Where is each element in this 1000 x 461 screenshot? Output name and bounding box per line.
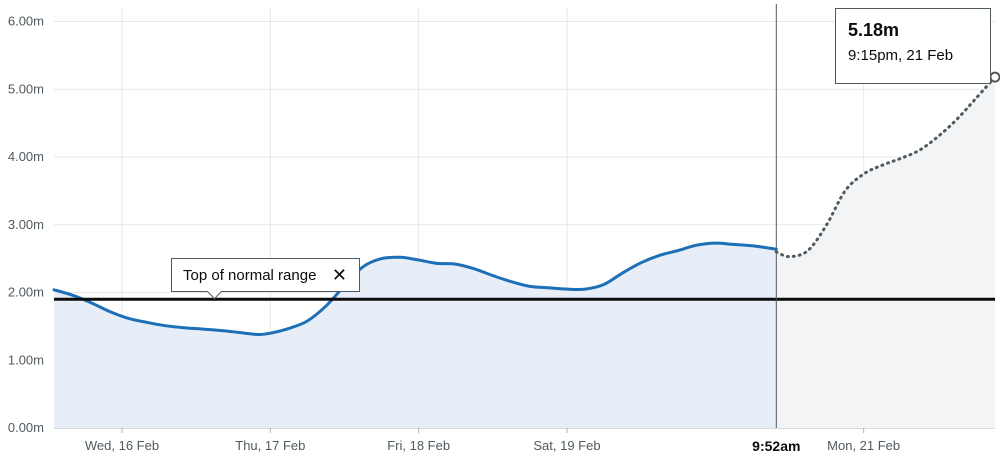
y-tick-label: 5.00m [8, 81, 44, 96]
forecast-level-line [774, 75, 997, 259]
chart-areas [54, 77, 995, 428]
forecast-end-point [989, 71, 1000, 83]
y-tick-label: 0.00m [8, 420, 44, 435]
y-tick-label: 1.00m [8, 352, 44, 367]
x-axis-ticks: Wed, 16 Feb Thu, 17 Feb Fri, 18 Feb Sat, 19… [85, 428, 900, 454]
y-tick-label: 3.00m [8, 217, 44, 232]
close-icon[interactable]: ✕ [331, 265, 347, 285]
x-tick-label: Fri, 18 Feb [387, 438, 450, 453]
y-tick-label: 2.00m [8, 285, 44, 300]
x-tick-label: Wed, 16 Feb [85, 438, 159, 453]
x-tick-label: Thu, 17 Feb [235, 438, 305, 453]
forecast-area [776, 77, 995, 428]
x-tick-label: Sat, 19 Feb [533, 438, 600, 453]
y-tick-label: 4.00m [8, 149, 44, 164]
chart-overlay [54, 4, 995, 428]
normal-range-label: Top of normal range ✕ [171, 258, 360, 292]
value-tooltip: 5.18m 9:15pm, 21 Feb [835, 8, 991, 84]
observed-level-line [52, 241, 778, 337]
normal-range-text: Top of normal range [183, 266, 317, 284]
y-tick-label: 6.00m [8, 14, 44, 29]
now-label: 9:52am [752, 438, 800, 454]
y-axis-ticks: 0.00m 1.00m 2.00m 3.00m 4.00m 5.00m 6.00m [8, 14, 44, 435]
tooltip-value: 5.18m [848, 20, 900, 40]
observed-area [54, 243, 777, 428]
x-tick-label: Mon, 21 Feb [827, 438, 900, 453]
tooltip-time: 9:15pm, 21 Feb [848, 47, 954, 64]
